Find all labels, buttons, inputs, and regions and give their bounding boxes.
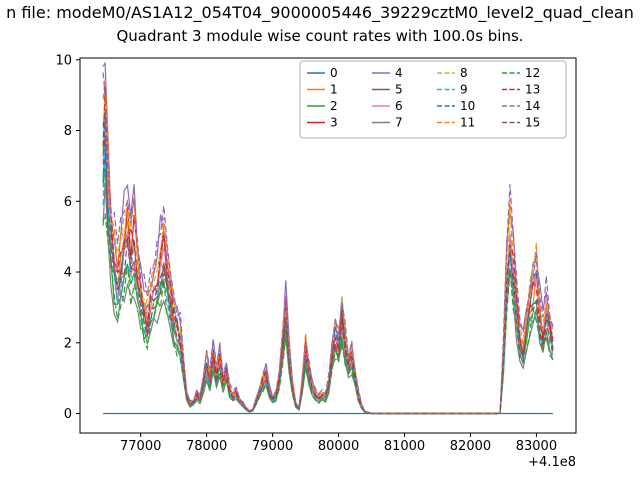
y-tick-label: 2	[64, 336, 72, 351]
legend-entry-label-6: 6	[395, 99, 403, 113]
x-tick-label: 82000	[450, 439, 491, 454]
legend-entry-label-11: 11	[460, 116, 475, 130]
x-tick-label: 78000	[186, 439, 227, 454]
axes-title: Quadrant 3 module wise count rates with …	[116, 27, 524, 45]
legend-entry-label-14: 14	[525, 99, 540, 113]
series-line-15	[102, 137, 554, 415]
legend-entry-label-0: 0	[330, 66, 338, 80]
x-tick-label: 77000	[120, 439, 161, 454]
legend-entry-label-12: 12	[525, 66, 540, 80]
y-tick-label: 0	[64, 407, 72, 422]
x-axis-offset-label: +4.1e8	[528, 455, 576, 470]
legend-entry-label-7: 7	[395, 116, 403, 130]
legend-box	[299, 60, 567, 139]
legend-entry-label-2: 2	[330, 99, 338, 113]
legend-entry-label-8: 8	[460, 66, 468, 80]
y-tick-label: 10	[55, 53, 72, 68]
legend-entry-label-1: 1	[330, 83, 338, 97]
figure-suptitle: n file: modeM0/AS1A12_054T04_9000005446_…	[6, 3, 634, 22]
legend-entry-label-15: 15	[525, 116, 540, 130]
y-tick-label: 8	[64, 124, 72, 139]
legend-entry-label-4: 4	[395, 66, 403, 80]
legend-entry-label-9: 9	[460, 83, 468, 97]
x-tick-label: 79000	[252, 439, 293, 454]
legend-entry-label-5: 5	[395, 83, 403, 97]
series-line-3	[102, 108, 554, 415]
series-line-10	[102, 114, 554, 415]
series-line-6	[102, 113, 554, 415]
x-tick-label: 83000	[516, 439, 557, 454]
legend-entry-label-13: 13	[525, 83, 540, 97]
y-tick-label: 6	[64, 195, 72, 210]
x-tick-label: 81000	[384, 439, 425, 454]
axes-spines	[79, 57, 577, 434]
y-tick-label: 4	[64, 266, 72, 281]
legend-entry-label-3: 3	[330, 116, 338, 130]
x-tick-label: 80000	[318, 439, 359, 454]
legend-entry-label-10: 10	[460, 99, 475, 113]
